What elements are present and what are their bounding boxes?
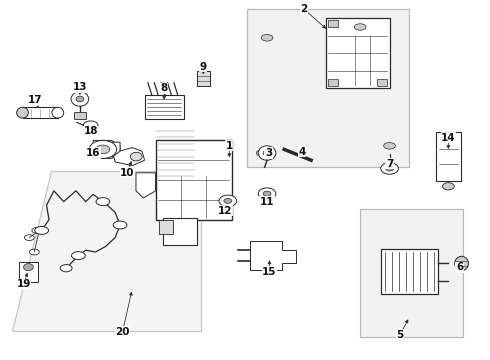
Text: 10: 10 (120, 168, 135, 178)
Text: 1: 1 (226, 141, 233, 151)
Bar (19, 262, 38, 282)
Ellipse shape (89, 140, 117, 158)
Ellipse shape (386, 166, 393, 171)
Text: 14: 14 (441, 132, 456, 143)
Polygon shape (105, 142, 120, 157)
Bar (436, 132, 461, 181)
Text: 20: 20 (115, 327, 130, 337)
Ellipse shape (130, 152, 142, 161)
Ellipse shape (384, 143, 395, 149)
Ellipse shape (261, 35, 273, 41)
Bar (247, 9, 409, 167)
Ellipse shape (263, 150, 271, 156)
Bar (381, 249, 438, 294)
Polygon shape (93, 140, 120, 158)
Bar (326, 18, 390, 88)
Polygon shape (113, 148, 145, 166)
Ellipse shape (455, 256, 468, 271)
Bar (197, 71, 210, 86)
Ellipse shape (35, 226, 49, 234)
Ellipse shape (219, 195, 237, 207)
Bar (159, 220, 173, 234)
Text: 18: 18 (83, 126, 98, 136)
Text: 3: 3 (265, 148, 272, 158)
Ellipse shape (17, 107, 28, 118)
Polygon shape (136, 173, 156, 198)
Text: 6: 6 (456, 262, 463, 272)
Ellipse shape (113, 221, 127, 229)
Polygon shape (12, 171, 201, 331)
Ellipse shape (24, 264, 33, 271)
Ellipse shape (442, 183, 454, 190)
Ellipse shape (52, 107, 64, 118)
Bar (328, 20, 338, 27)
Bar (377, 79, 387, 86)
Ellipse shape (258, 146, 276, 160)
Ellipse shape (354, 24, 366, 30)
Polygon shape (250, 241, 296, 270)
Bar (328, 79, 338, 86)
Ellipse shape (29, 249, 39, 255)
Bar (360, 209, 463, 337)
Ellipse shape (381, 163, 398, 174)
Ellipse shape (96, 198, 110, 206)
Text: 9: 9 (200, 62, 207, 72)
Bar (23, 107, 58, 118)
Bar (156, 140, 232, 220)
Text: 19: 19 (16, 279, 31, 289)
Text: 5: 5 (396, 330, 403, 340)
Text: 13: 13 (73, 82, 87, 92)
Ellipse shape (76, 96, 84, 102)
Ellipse shape (60, 265, 72, 272)
Text: 17: 17 (28, 95, 43, 105)
Ellipse shape (258, 188, 276, 199)
Bar (163, 218, 197, 245)
Text: 8: 8 (161, 83, 168, 93)
Text: 15: 15 (262, 267, 277, 277)
Ellipse shape (224, 198, 232, 203)
Ellipse shape (72, 252, 85, 260)
Ellipse shape (263, 191, 271, 196)
Text: 7: 7 (386, 159, 393, 169)
Ellipse shape (96, 145, 110, 154)
Ellipse shape (24, 235, 34, 240)
Ellipse shape (32, 228, 42, 233)
Ellipse shape (71, 92, 89, 106)
Bar (74, 112, 86, 119)
Text: 11: 11 (260, 197, 274, 207)
Ellipse shape (83, 121, 98, 130)
Text: 4: 4 (298, 147, 306, 157)
Bar (145, 95, 184, 119)
Text: 12: 12 (218, 206, 233, 216)
Text: 2: 2 (300, 4, 307, 14)
Text: 16: 16 (86, 148, 100, 158)
Ellipse shape (256, 150, 268, 156)
